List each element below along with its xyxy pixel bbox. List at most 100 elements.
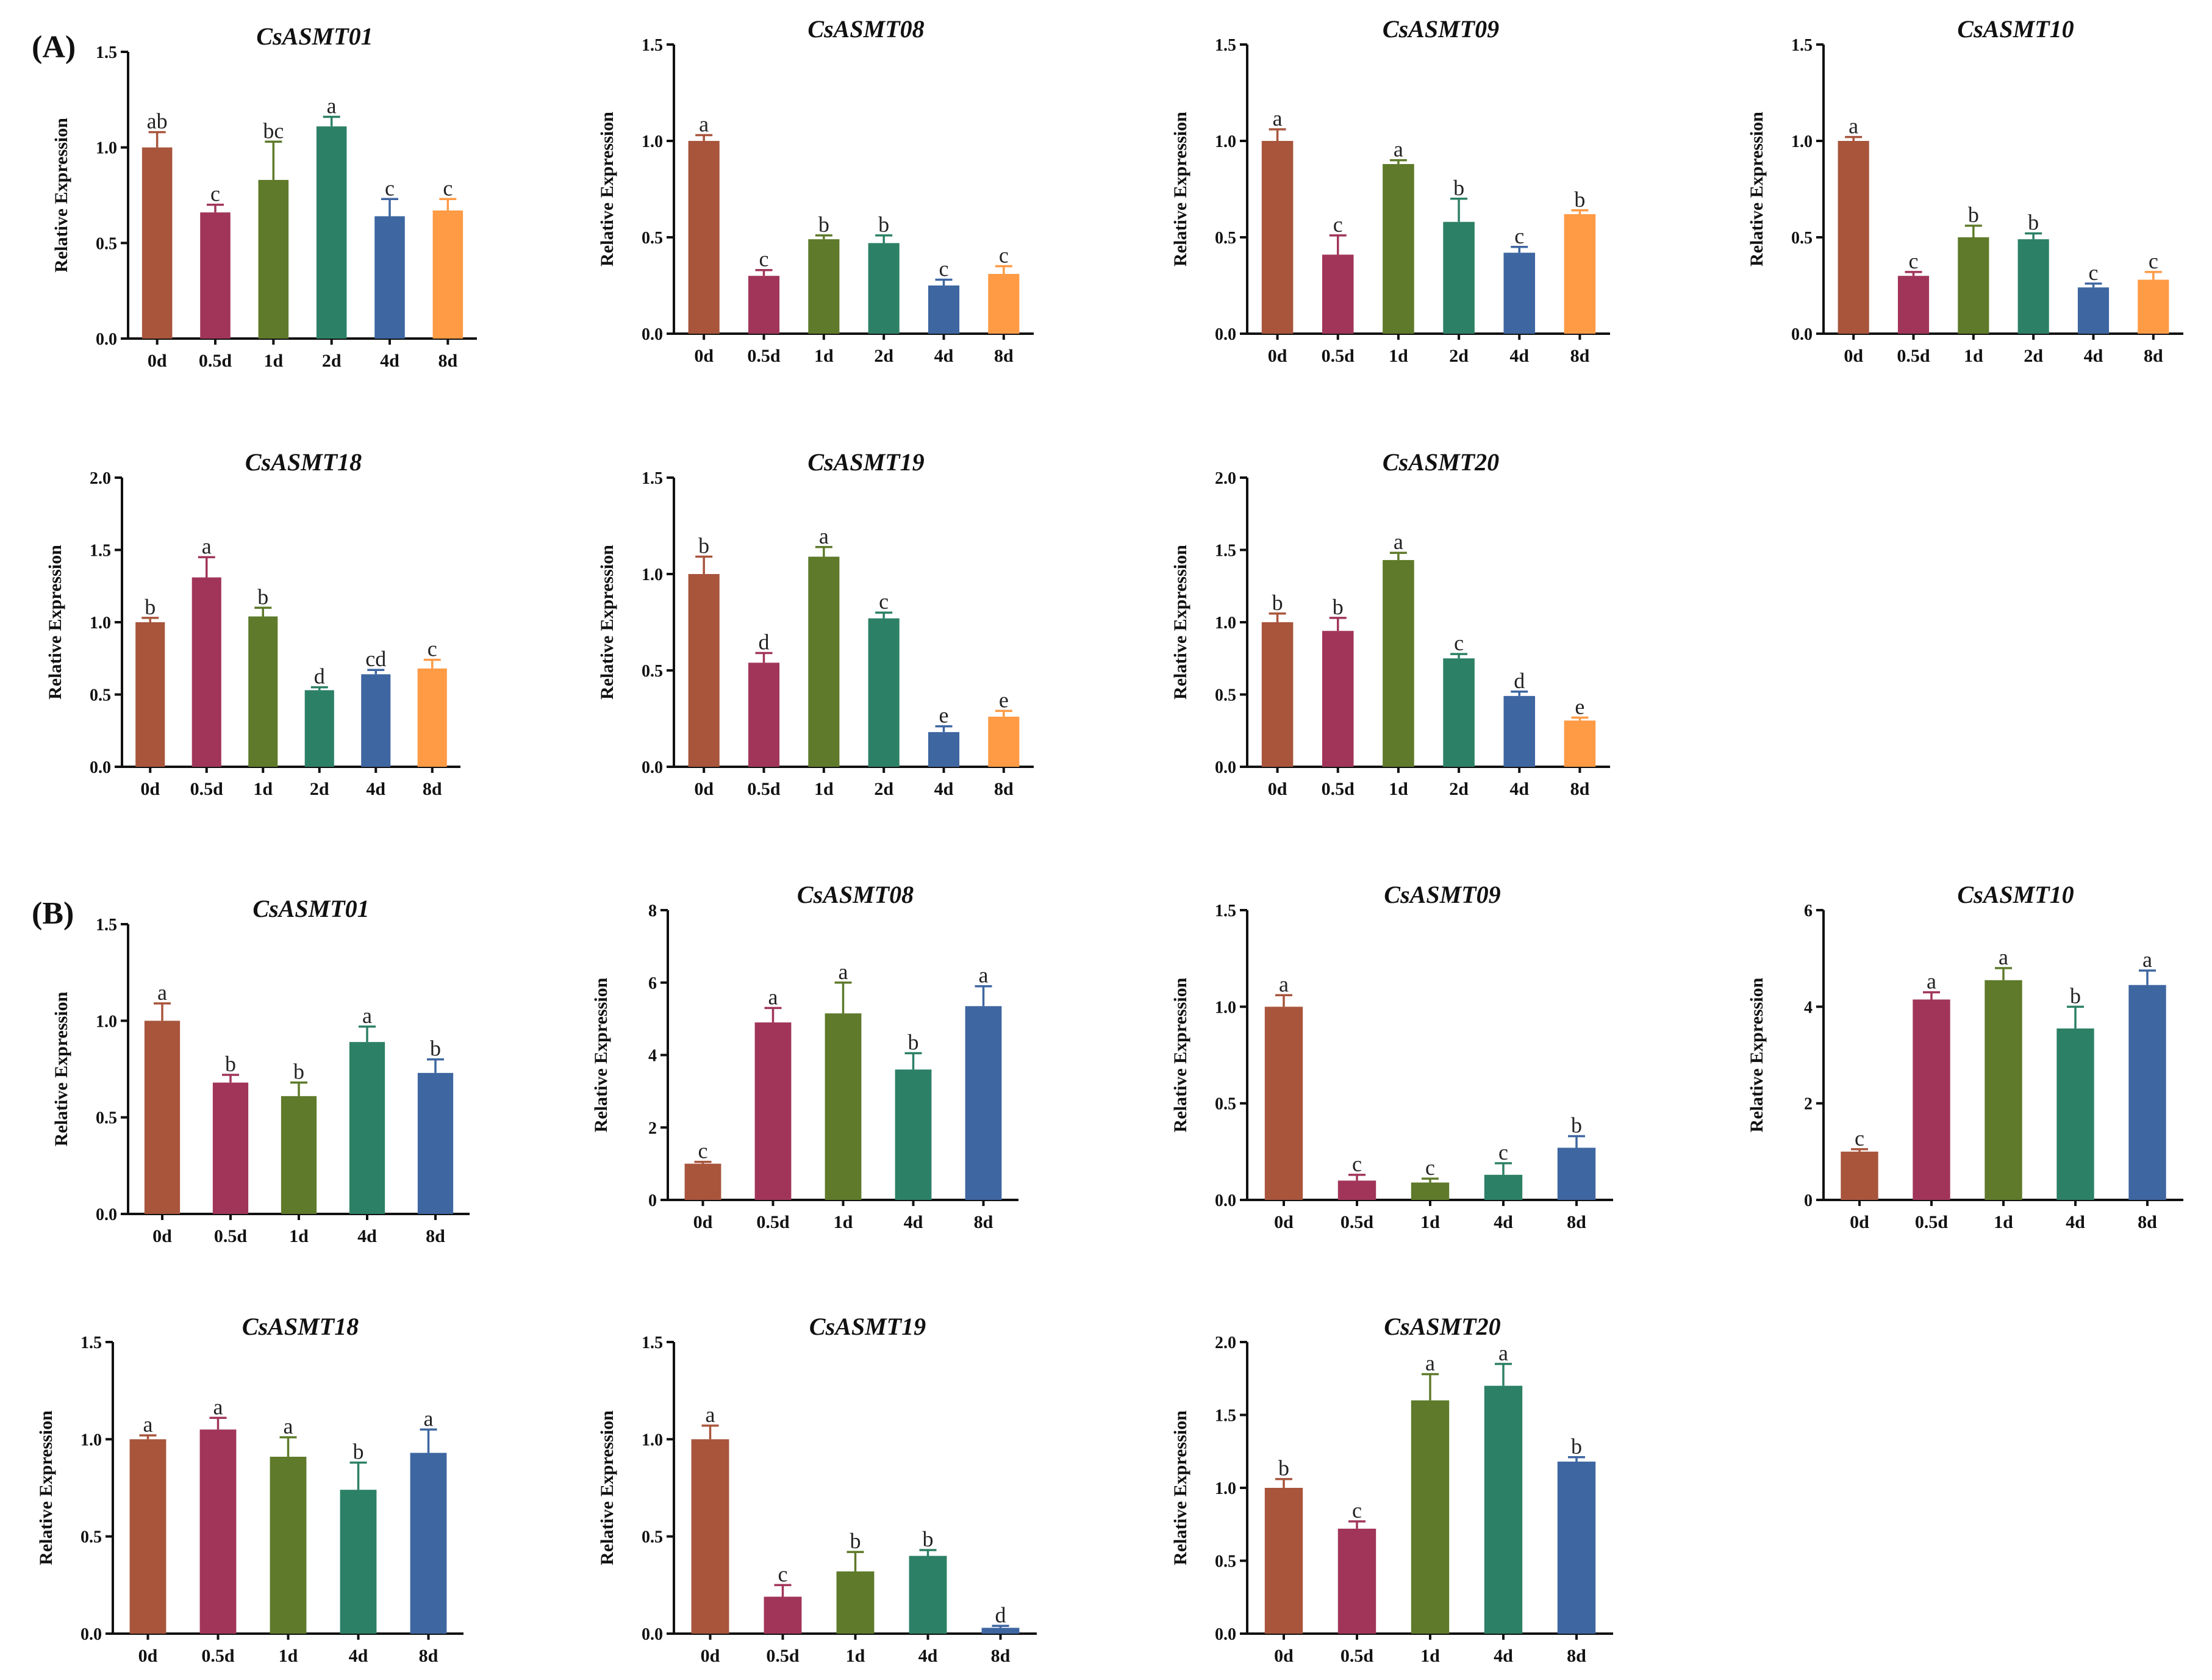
significance-letter: a [1425, 1351, 1435, 1376]
bar [1484, 1385, 1523, 1634]
y-tick-label: 0.5 [642, 1528, 663, 1547]
x-tick-label: 8d [426, 1226, 445, 1246]
bar [895, 1069, 932, 1200]
significance-letter: c [210, 182, 220, 206]
significance-letter: ab [147, 109, 168, 134]
y-tick-label: 0 [648, 1191, 657, 1210]
y-tick-label: 0 [1804, 1191, 1813, 1210]
significance-letter: c [999, 243, 1009, 267]
x-tick-label: 8d [1570, 779, 1590, 799]
x-tick-label: 0.5d [1322, 346, 1355, 366]
x-tick-label: 1d [1994, 1212, 2013, 1232]
significance-letter: c [1333, 212, 1343, 237]
x-tick-label: 0.5d [747, 779, 781, 799]
chart-title: CsASMT20 [1383, 448, 1499, 476]
chart-title: CsASMT18 [245, 448, 362, 476]
x-tick-label: 1d [814, 779, 834, 799]
chart-a-csasmt19: 0.0 0.5 1.0 1.5 Relative Expression CsASMT19 b… [597, 448, 1034, 799]
y-tick-label: 1.0 [642, 132, 663, 151]
significance-letter: b [2070, 983, 2081, 1008]
significance-letter: a [2142, 947, 2152, 972]
x-tick-label: 0.5d [199, 351, 232, 371]
bar [836, 1571, 875, 1634]
x-tick-label: 0d [693, 1212, 713, 1232]
significance-letter: b [293, 1060, 304, 1084]
y-axis-label: Relative Expression [45, 545, 65, 700]
x-tick-label: 1d [253, 779, 273, 799]
bar [868, 243, 900, 334]
bar [688, 574, 720, 767]
y-tick-label: 1.0 [96, 1012, 117, 1031]
chart-b-csasmt09: 0.0 0.5 1.0 1.5 Relative Expression CsASMT09 a… [1170, 881, 1613, 1232]
y-tick-label: 0.0 [81, 1625, 102, 1644]
significance-letter: d [314, 664, 325, 689]
significance-letter: b [1453, 176, 1464, 200]
y-tick-label: 0.0 [1215, 325, 1236, 344]
bar [2017, 239, 2049, 334]
y-tick-label: 6 [1804, 902, 1813, 921]
significance-letter: d [1514, 669, 1525, 693]
bar [1564, 214, 1596, 334]
significance-letter: a [979, 963, 989, 988]
x-tick-label: 4d [934, 779, 954, 799]
y-tick-label: 1.0 [1215, 132, 1236, 151]
y-tick-label: 0.0 [1215, 1191, 1236, 1210]
y-tick-label: 0.5 [1215, 1553, 1236, 1571]
significance-letter: c [1352, 1152, 1362, 1176]
chart-a-csasmt20: 0.0 0.5 1.0 1.5 2.0 Relative Expression CsASMT… [1170, 448, 1610, 799]
significance-letter: b [1272, 591, 1283, 615]
bar [981, 1628, 1020, 1634]
significance-letter: bc [263, 118, 284, 143]
x-tick-label: 0d [1268, 346, 1287, 366]
significance-letter: c [1855, 1126, 1864, 1151]
bar [2056, 1028, 2094, 1200]
chart-title: CsASMT20 [1384, 1313, 1500, 1340]
bar [349, 1042, 385, 1214]
y-axis-label: Relative Expression [1170, 1410, 1190, 1565]
significance-letter: c [443, 176, 453, 200]
significance-letter: a [1498, 1341, 1508, 1365]
significance-letter: b [225, 1052, 236, 1076]
significance-letter: a [1849, 114, 1858, 138]
x-tick-label: 8d [423, 779, 442, 799]
x-tick-label: 0d [140, 779, 160, 799]
y-tick-label: 1.5 [1215, 36, 1236, 55]
bar [316, 126, 347, 339]
x-tick-label: 0d [138, 1646, 158, 1666]
significance-letter: c [698, 1139, 708, 1163]
y-tick-label: 2 [648, 1119, 657, 1138]
significance-letter: c [2149, 249, 2158, 273]
x-tick-label: 0.5d [1897, 346, 1930, 366]
y-tick-label: 1.0 [1791, 132, 1813, 151]
significance-letter: a [1273, 106, 1283, 131]
bar [141, 147, 173, 339]
significance-letter: a [202, 534, 212, 558]
significance-letter: a [1927, 969, 1936, 994]
y-tick-label: 1.5 [642, 36, 663, 55]
bar [1897, 276, 1930, 334]
x-tick-label: 0.5d [1322, 779, 1355, 799]
x-tick-label: 1d [1389, 346, 1408, 366]
y-tick-label: 0.5 [96, 234, 117, 253]
chart-title: CsASMT08 [807, 15, 924, 43]
x-tick-label: 8d [2138, 1212, 2157, 1232]
bar [361, 674, 391, 767]
y-tick-label: 1.5 [96, 916, 117, 935]
chart-title: CsASMT09 [1384, 881, 1500, 908]
bar [2077, 287, 2110, 334]
chart-title: CsASMT10 [1957, 15, 2074, 43]
x-tick-label: 8d [1570, 346, 1590, 366]
bar [988, 274, 1020, 334]
y-tick-label: 1.5 [1215, 542, 1236, 561]
significance-letter: a [706, 1402, 715, 1427]
significance-letter: a [327, 94, 337, 118]
y-tick-label: 0.0 [1791, 325, 1813, 344]
chart-b-csasmt20: 0.0 0.5 1.0 1.5 2.0 Relative Expression CsASMT… [1170, 1313, 1613, 1666]
significance-letter: c [1352, 1498, 1362, 1523]
significance-letter: c [428, 637, 437, 661]
x-tick-label: 4d [1494, 1212, 1513, 1232]
x-tick-label: 1d [1389, 779, 1408, 799]
bar [129, 1439, 166, 1634]
significance-letter: e [999, 687, 1009, 712]
